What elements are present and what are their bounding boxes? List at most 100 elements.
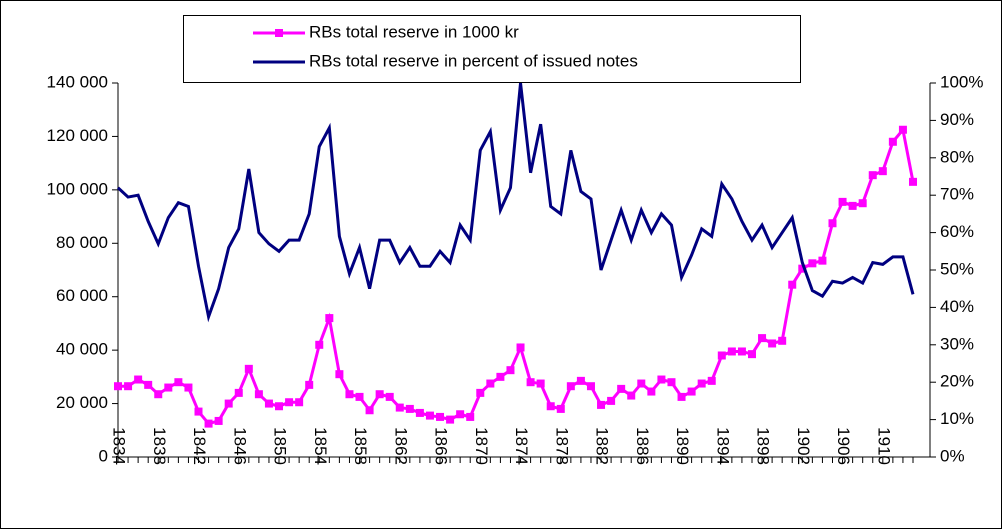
data-point — [516, 343, 525, 352]
data-point — [627, 391, 636, 400]
data-point — [526, 378, 535, 387]
y2-tick-label: 10% — [940, 409, 974, 428]
legend-marker — [275, 29, 283, 37]
data-point — [446, 415, 455, 424]
data-point — [586, 382, 595, 391]
data-point — [194, 407, 203, 416]
data-point — [566, 382, 575, 391]
x-tick-label: 1894 — [713, 427, 732, 465]
data-point — [436, 412, 445, 421]
data-point — [768, 339, 777, 348]
y2-tick-label: 40% — [940, 297, 974, 316]
y-tick-label: 100 000 — [47, 179, 108, 198]
x-tick-label: 1882 — [593, 427, 612, 465]
data-point — [164, 383, 173, 392]
data-point — [697, 379, 706, 388]
x-tick-label: 1842 — [190, 427, 209, 465]
data-point — [355, 392, 364, 401]
x-tick-label: 1886 — [633, 427, 652, 465]
y-tick-label: 120 000 — [47, 126, 108, 145]
data-point — [154, 390, 163, 399]
data-point — [405, 404, 414, 413]
x-tick-label: 1902 — [794, 427, 813, 465]
x-tick-label: 1846 — [230, 427, 249, 465]
data-point — [345, 390, 354, 399]
data-point — [285, 398, 294, 407]
data-point — [868, 171, 877, 180]
data-point — [506, 366, 515, 375]
data-point — [828, 219, 837, 228]
data-point — [234, 388, 243, 397]
x-tick-label: 1850 — [271, 427, 290, 465]
data-point — [365, 406, 374, 415]
legend-label: RBs total reserve in 1000 kr — [309, 22, 519, 41]
y2-tick-label: 100% — [940, 72, 983, 91]
y-tick-label: 40 000 — [56, 340, 108, 359]
x-tick-label: 1874 — [512, 427, 531, 465]
data-point — [224, 399, 233, 408]
x-tick-label: 1906 — [834, 427, 853, 465]
data-point — [325, 314, 334, 323]
legend-label: RBs total reserve in percent of issued n… — [309, 51, 638, 70]
y2-tick-label: 90% — [940, 110, 974, 129]
y-tick-label: 80 000 — [56, 233, 108, 252]
data-point — [375, 390, 384, 399]
x-tick-label: 1870 — [472, 427, 491, 465]
data-point — [747, 350, 756, 359]
data-point — [838, 197, 847, 206]
data-point — [385, 392, 394, 401]
data-point — [466, 412, 475, 421]
data-point — [667, 378, 676, 387]
data-point — [536, 379, 545, 388]
y2-tick-label: 80% — [940, 147, 974, 166]
data-point — [184, 383, 193, 392]
x-tick-label: 1862 — [391, 427, 410, 465]
data-point — [174, 378, 183, 387]
data-point — [395, 403, 404, 412]
data-point — [647, 387, 656, 396]
y2-tick-label: 70% — [940, 185, 974, 204]
y2-tick-label: 60% — [940, 222, 974, 241]
x-tick-label: 1910 — [874, 427, 893, 465]
data-point — [677, 392, 686, 401]
data-point — [576, 376, 585, 385]
data-point — [335, 370, 344, 379]
y2-tick-label: 50% — [940, 259, 974, 278]
legend-box — [183, 15, 801, 83]
data-point — [546, 402, 555, 411]
y-tick-label: 140 000 — [47, 72, 108, 91]
data-point — [607, 396, 616, 405]
data-point — [425, 411, 434, 420]
y2-tick-label: 0% — [940, 446, 965, 465]
data-point — [295, 398, 304, 407]
data-point — [737, 347, 746, 356]
data-point — [888, 137, 897, 146]
data-point — [637, 379, 646, 388]
data-point — [848, 201, 857, 210]
data-point — [254, 390, 263, 399]
data-point — [134, 375, 143, 384]
y-tick-label: 0 — [99, 446, 108, 465]
data-point — [878, 167, 887, 176]
y2-tick-label: 30% — [940, 334, 974, 353]
y-tick-label: 60 000 — [56, 286, 108, 305]
data-point — [124, 382, 133, 391]
x-tick-label: 1838 — [150, 427, 169, 465]
data-point — [275, 402, 284, 411]
data-point — [214, 416, 223, 425]
x-tick-label: 1834 — [110, 427, 129, 465]
data-point — [788, 280, 797, 289]
data-point — [909, 177, 917, 186]
data-point — [687, 387, 696, 396]
data-point — [556, 404, 565, 413]
x-tick-label: 1898 — [754, 427, 773, 465]
x-tick-label: 1878 — [552, 427, 571, 465]
data-point — [315, 340, 324, 349]
data-point — [144, 380, 153, 389]
data-point — [204, 419, 213, 428]
data-point — [758, 334, 767, 343]
data-point — [858, 199, 867, 208]
data-point — [486, 379, 495, 388]
